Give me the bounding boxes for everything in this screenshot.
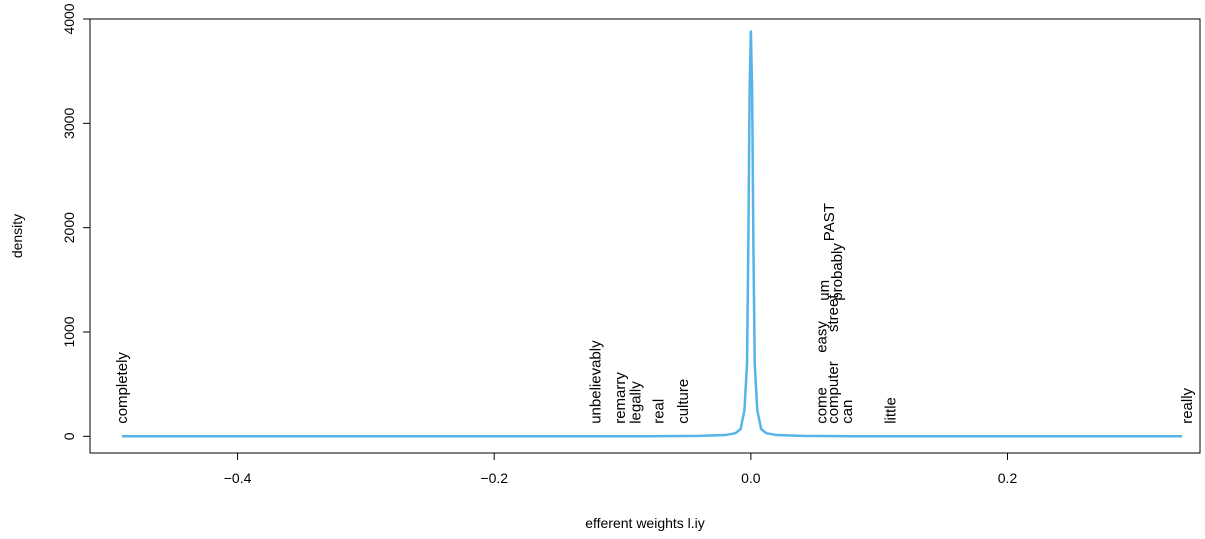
- word-label: legally: [627, 381, 644, 424]
- y-axis-label: density: [9, 214, 25, 258]
- word-label: street: [825, 294, 842, 332]
- word-label: PAST: [821, 203, 838, 241]
- word-label: culture: [675, 379, 692, 424]
- density-curve: [122, 30, 1183, 438]
- x-tick-label: −0.2: [480, 470, 508, 486]
- word-label: unbelievably: [588, 340, 605, 424]
- word-label: really: [1179, 387, 1196, 423]
- y-tick-label: 3000: [61, 108, 77, 139]
- y-tick-label: 2000: [61, 212, 77, 243]
- word-label: probably: [829, 243, 846, 301]
- x-axis-label: efferent weights l.iy: [585, 515, 705, 531]
- plot-box: [89, 18, 1201, 454]
- series-layer: [122, 30, 1183, 438]
- word-label: remarry: [612, 372, 629, 424]
- x-tick-label: 0.0: [741, 470, 761, 486]
- word-label: um: [816, 280, 833, 301]
- word-label: real: [651, 399, 668, 424]
- y-tick-label: 0: [61, 432, 77, 440]
- y-axis: 0 1000 2000 3000 4000: [61, 3, 90, 440]
- x-axis: −0.4 −0.2 0.0 0.2: [224, 453, 1018, 486]
- x-tick-label: −0.4: [224, 470, 252, 486]
- y-tick-label: 1000: [61, 316, 77, 347]
- word-label: computer: [825, 361, 842, 424]
- word-label: completely: [114, 352, 131, 424]
- word-label: come: [813, 387, 830, 424]
- y-tick-label: 4000: [61, 3, 77, 34]
- word-label: can: [839, 400, 856, 424]
- x-tick-label: 0.2: [998, 470, 1018, 486]
- word-label: little: [883, 397, 900, 424]
- word-label: easy: [813, 321, 830, 353]
